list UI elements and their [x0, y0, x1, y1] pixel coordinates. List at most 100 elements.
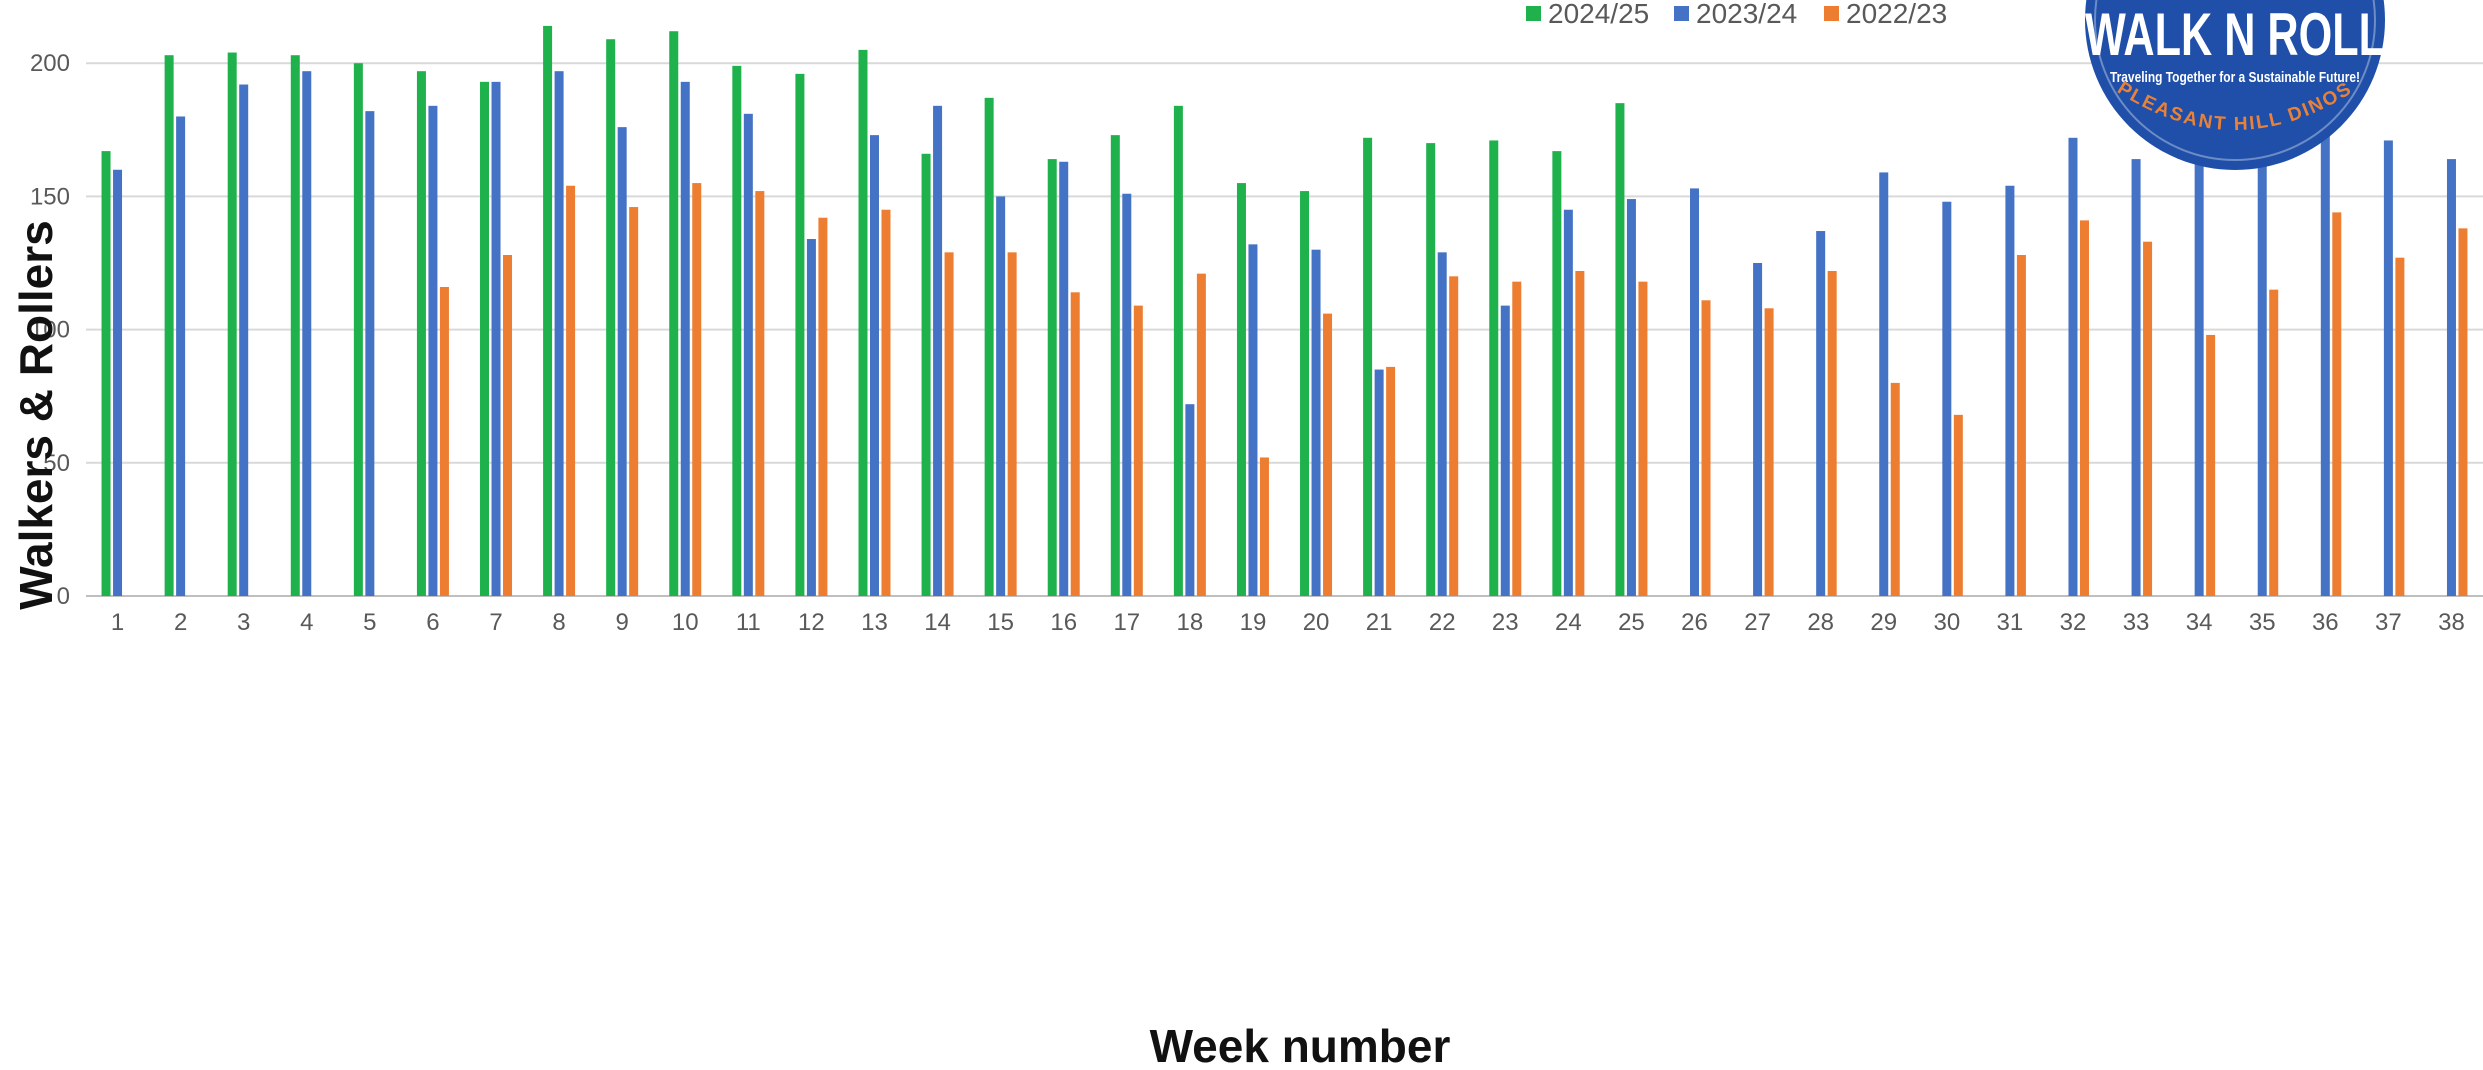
- y-tick-label: 50: [43, 450, 70, 477]
- x-tick-label: 10: [672, 609, 699, 636]
- bar-week-12-series-2: [818, 217, 828, 596]
- bar-week-18-series-1: [1185, 404, 1195, 596]
- x-tick-label: 38: [2438, 609, 2465, 636]
- bar-week-25-series-2: [1638, 281, 1648, 596]
- bar-week-10-series-2: [692, 183, 702, 596]
- bar-week-31-series-2: [2016, 255, 2026, 596]
- bar-week-20-series-2: [1323, 313, 1333, 596]
- bar-week-3-series-0: [227, 52, 237, 596]
- x-tick-label: 36: [2312, 609, 2339, 636]
- x-tick-label: 3: [237, 609, 250, 636]
- y-tick-label: 100: [30, 317, 70, 344]
- logo-badge: [2085, 0, 2385, 170]
- logo-title: WALK N ROLL: [2085, 1, 2385, 68]
- bar-week-17-series-2: [1133, 305, 1143, 596]
- bar-week-13-series-2: [881, 209, 891, 596]
- bar-week-38-series-1: [2446, 159, 2456, 596]
- x-tick-label: 11: [736, 609, 761, 636]
- x-tick-label: 22: [1429, 609, 1456, 636]
- bar-week-27-series-2: [1764, 308, 1774, 596]
- bar-week-21-series-0: [1363, 137, 1373, 597]
- bar-week-23-series-2: [1512, 281, 1522, 596]
- bar-week-6-series-0: [416, 71, 426, 596]
- x-tick-label: 33: [2123, 609, 2150, 636]
- bar-week-4-series-1: [302, 71, 312, 596]
- bar-week-19-series-2: [1259, 457, 1269, 596]
- bar-week-12-series-0: [795, 73, 805, 596]
- x-tick-label: 19: [1240, 609, 1267, 636]
- x-tick-label: 31: [1997, 609, 2024, 636]
- x-tick-label: 8: [552, 609, 565, 636]
- bar-week-2-series-0: [164, 55, 174, 596]
- bar-week-21-series-1: [1374, 369, 1384, 596]
- bar-week-25-series-0: [1615, 103, 1625, 596]
- bar-week-5-series-0: [353, 63, 363, 596]
- y-tick-label: 200: [30, 50, 70, 77]
- bar-week-35-series-1: [2257, 161, 2267, 596]
- bar-week-23-series-1: [1500, 305, 1510, 596]
- bar-week-24-series-2: [1575, 270, 1585, 596]
- bar-week-28-series-2: [1827, 270, 1837, 596]
- bar-week-9-series-0: [606, 39, 616, 596]
- x-tick-label: 4: [300, 609, 313, 636]
- bar-week-21-series-2: [1386, 366, 1396, 596]
- x-tick-label: 6: [426, 609, 439, 636]
- bar-week-5-series-1: [365, 111, 375, 596]
- bar-week-4-series-0: [290, 55, 300, 596]
- bar-week-16-series-0: [1047, 159, 1057, 596]
- bar-week-30-series-1: [1942, 201, 1952, 596]
- bar-week-8-series-0: [543, 25, 553, 597]
- bar-week-26-series-1: [1690, 188, 1700, 596]
- bar-week-11-series-1: [743, 113, 753, 596]
- y-tick-label: 150: [30, 183, 70, 210]
- bar-week-16-series-1: [1059, 161, 1069, 596]
- bar-week-11-series-2: [755, 191, 765, 596]
- x-tick-label: 18: [1177, 609, 1204, 636]
- bar-week-10-series-1: [680, 81, 690, 596]
- bar-week-14-series-2: [944, 252, 954, 596]
- bar-week-20-series-0: [1300, 191, 1310, 596]
- bar-week-10-series-0: [669, 31, 679, 597]
- y-axis-ticks: 0 50 100 150 200: [30, 50, 70, 610]
- bar-week-1-series-1: [113, 169, 123, 596]
- bar-week-14-series-0: [921, 153, 931, 596]
- bar-week-23-series-0: [1489, 140, 1499, 596]
- x-tick-label: 24: [1555, 609, 1582, 636]
- bar-week-32-series-1: [2068, 137, 2078, 597]
- bar-week-22-series-1: [1437, 252, 1447, 596]
- legend-label-1: 2023/24: [1696, 0, 1797, 29]
- logo-tagline: Traveling Together for a Sustainable Fut…: [2110, 69, 2360, 86]
- x-tick-label: 7: [489, 609, 502, 636]
- bar-week-8-series-1: [554, 71, 564, 596]
- x-tick-label: 27: [1744, 609, 1771, 636]
- bar-week-7-series-2: [503, 255, 513, 596]
- bar-week-15-series-2: [1007, 252, 1017, 596]
- bar-week-34-series-2: [2206, 334, 2216, 596]
- bar-week-31-series-1: [2005, 185, 2015, 596]
- x-tick-label: 28: [1807, 609, 1834, 636]
- x-tick-label: 30: [1933, 609, 1960, 636]
- bar-week-27-series-1: [1753, 263, 1763, 596]
- bar-week-15-series-1: [996, 196, 1006, 596]
- x-axis-ticks: 1 2 3 4 5 6 7 8 9 10 11 12 13 14 15 16 17 18 19 20 21 22 23 24 2…: [111, 609, 2465, 636]
- bar-week-37-series-2: [2395, 257, 2405, 596]
- x-tick-label: 26: [1681, 609, 1708, 636]
- bar-week-30-series-2: [1953, 414, 1963, 596]
- bar-week-12-series-1: [806, 239, 816, 597]
- y-tick-label: 0: [57, 583, 70, 610]
- x-tick-label: 32: [2060, 609, 2087, 636]
- bar-week-36-series-2: [2332, 212, 2342, 596]
- bar-week-17-series-0: [1110, 135, 1120, 597]
- bar-week-19-series-1: [1248, 244, 1258, 597]
- bar-week-29-series-2: [1890, 382, 1900, 596]
- x-tick-label: 12: [798, 609, 825, 636]
- bar-week-24-series-0: [1552, 151, 1562, 596]
- x-tick-label: 1: [111, 609, 124, 636]
- bar-week-38-series-2: [2458, 228, 2468, 597]
- bar-week-17-series-1: [1122, 193, 1132, 596]
- bar-week-13-series-0: [858, 49, 868, 596]
- bar-week-11-series-0: [732, 65, 742, 596]
- bar-week-28-series-1: [1816, 231, 1826, 597]
- bar-week-19-series-0: [1236, 183, 1246, 596]
